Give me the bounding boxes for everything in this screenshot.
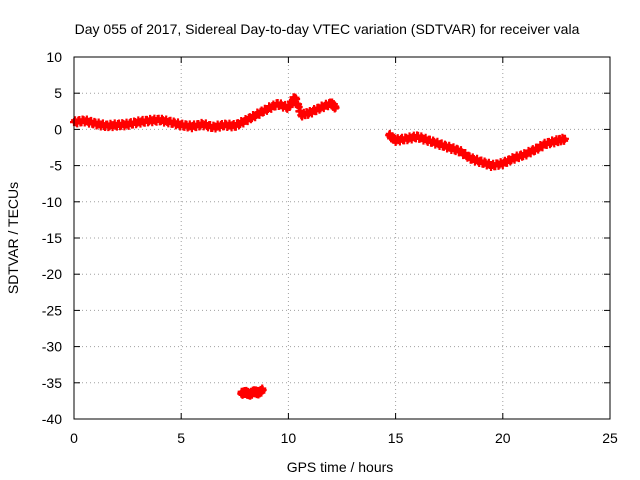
x-tick-label: 5 [177, 430, 185, 446]
y-tick-label: -35 [42, 375, 62, 391]
x-tick-label: 25 [602, 430, 618, 446]
x-tick-label: 20 [495, 430, 511, 446]
data-point [258, 386, 267, 395]
x-tick-label: 15 [388, 430, 404, 446]
data-series [385, 129, 569, 172]
y-tick-label: 10 [46, 49, 62, 65]
data-points [70, 93, 569, 400]
y-tick-label: -30 [42, 339, 62, 355]
x-tick-labels: 0 5 10 15 20 25 [70, 430, 618, 446]
data-series [237, 384, 267, 400]
x-tick-label: 10 [281, 430, 297, 446]
y-tick-label: -10 [42, 194, 62, 210]
y-tick-labels: 10 5 0 -5 -10 -15 -20 -25 -30 -35 -40 [42, 49, 62, 427]
plot-frame [73, 56, 611, 420]
y-tick-label: -5 [50, 158, 63, 174]
data-point [331, 103, 340, 112]
y-tick-label: 0 [54, 121, 62, 137]
y-tick-label: -40 [42, 411, 62, 427]
y-tick-label: 5 [54, 85, 62, 101]
chart-title: Day 055 of 2017, Sidereal Day-to-day VTE… [75, 21, 580, 37]
grid-lines [74, 57, 610, 419]
x-axis-label: GPS time / hours [287, 459, 394, 475]
y-tick-label: -15 [42, 230, 62, 246]
y-tick-label: -25 [42, 302, 62, 318]
data-series [70, 93, 340, 133]
data-point [560, 134, 569, 143]
y-axis-label: SDTVAR / TECUs [5, 182, 21, 294]
x-tick-label: 0 [70, 430, 78, 446]
y-tick-label: -20 [42, 266, 62, 282]
